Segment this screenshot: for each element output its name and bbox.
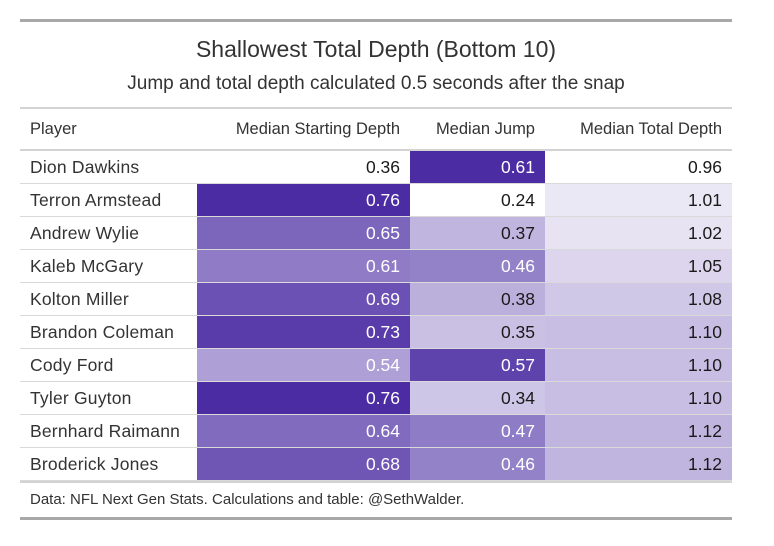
starting-depth-cell: 0.69 bbox=[197, 282, 410, 316]
jump-cell: 0.24 bbox=[410, 183, 545, 217]
total-depth-cell: 0.96 bbox=[545, 149, 732, 184]
player-name-cell: Kaleb McGary bbox=[20, 249, 197, 283]
total-depth-cell: 1.10 bbox=[545, 348, 732, 382]
player-name-cell: Brandon Coleman bbox=[20, 315, 197, 349]
total-depth-cell: 1.12 bbox=[545, 447, 732, 481]
jump-cell: 0.38 bbox=[410, 282, 545, 316]
table-row: Terron Armstead 0.76 0.24 1.01 bbox=[20, 183, 732, 217]
player-name-cell: Broderick Jones bbox=[20, 447, 197, 481]
starting-depth-cell: 0.76 bbox=[197, 381, 410, 415]
total-depth-cell: 1.05 bbox=[545, 249, 732, 283]
jump-cell: 0.46 bbox=[410, 249, 545, 283]
table-row: Brandon Coleman 0.73 0.35 1.10 bbox=[20, 315, 732, 349]
starting-depth-cell: 0.73 bbox=[197, 315, 410, 349]
header-player: Player bbox=[20, 109, 197, 151]
table-row: Broderick Jones 0.68 0.46 1.12 bbox=[20, 447, 732, 481]
top-rule bbox=[20, 19, 732, 22]
table-container: Shallowest Total Depth (Bottom 10) Jump … bbox=[20, 19, 732, 520]
jump-cell: 0.35 bbox=[410, 315, 545, 349]
player-name-cell: Kolton Miller bbox=[20, 282, 197, 316]
starting-depth-cell: 0.76 bbox=[197, 183, 410, 217]
jump-cell: 0.46 bbox=[410, 447, 545, 481]
jump-cell: 0.34 bbox=[410, 381, 545, 415]
player-name-cell: Cody Ford bbox=[20, 348, 197, 382]
table-row: Bernhard Raimann 0.64 0.47 1.12 bbox=[20, 414, 732, 448]
table-row: Cody Ford 0.54 0.57 1.10 bbox=[20, 348, 732, 382]
total-depth-cell: 1.10 bbox=[545, 381, 732, 415]
player-name-cell: Dion Dawkins bbox=[20, 149, 197, 184]
total-depth-cell: 1.01 bbox=[545, 183, 732, 217]
table-row: Kaleb McGary 0.61 0.46 1.05 bbox=[20, 249, 732, 283]
source-note: Data: NFL Next Gen Stats. Calculations a… bbox=[30, 491, 465, 508]
jump-cell: 0.61 bbox=[410, 149, 545, 184]
starting-depth-cell: 0.36 bbox=[197, 149, 410, 184]
starting-depth-cell: 0.61 bbox=[197, 249, 410, 283]
header-starting-depth: Median Starting Depth bbox=[197, 109, 410, 151]
player-name-cell: Andrew Wylie bbox=[20, 216, 197, 250]
jump-cell: 0.57 bbox=[410, 348, 545, 382]
bottom-rule bbox=[20, 517, 732, 520]
header-jump: Median Jump bbox=[410, 109, 545, 151]
table-row: Andrew Wylie 0.65 0.37 1.02 bbox=[20, 216, 732, 250]
jump-cell: 0.47 bbox=[410, 414, 545, 448]
jump-cell: 0.37 bbox=[410, 216, 545, 250]
starting-depth-cell: 0.65 bbox=[197, 216, 410, 250]
table-subtitle: Jump and total depth calculated 0.5 seco… bbox=[127, 73, 625, 94]
table-body: Dion Dawkins 0.36 0.61 0.96 Terron Armstead 0… bbox=[20, 149, 732, 481]
table-row: Kolton Miller 0.69 0.38 1.08 bbox=[20, 282, 732, 316]
table-row: Dion Dawkins 0.36 0.61 0.96 bbox=[20, 149, 732, 184]
depth-table: Player Median Starting Depth Median Jump… bbox=[20, 109, 732, 481]
table-row: Tyler Guyton 0.76 0.34 1.10 bbox=[20, 381, 732, 415]
header-total-depth: Median Total Depth bbox=[545, 109, 732, 151]
starting-depth-cell: 0.64 bbox=[197, 414, 410, 448]
total-depth-cell: 1.12 bbox=[545, 414, 732, 448]
player-name-cell: Bernhard Raimann bbox=[20, 414, 197, 448]
total-depth-cell: 1.10 bbox=[545, 315, 732, 349]
table-title: Shallowest Total Depth (Bottom 10) bbox=[195, 36, 557, 62]
header-row: Player Median Starting Depth Median Jump… bbox=[20, 109, 732, 151]
total-depth-cell: 1.08 bbox=[545, 282, 732, 316]
total-depth-cell: 1.02 bbox=[545, 216, 732, 250]
header-top-rule bbox=[20, 107, 732, 109]
footer-top-rule bbox=[20, 481, 732, 483]
player-name-cell: Terron Armstead bbox=[20, 183, 197, 217]
starting-depth-cell: 0.68 bbox=[197, 447, 410, 481]
player-name-cell: Tyler Guyton bbox=[20, 381, 197, 415]
starting-depth-cell: 0.54 bbox=[197, 348, 410, 382]
